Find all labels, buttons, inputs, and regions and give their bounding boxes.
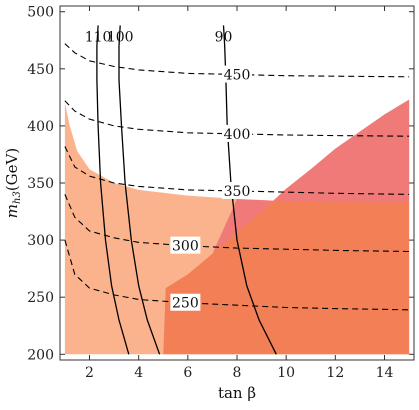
x-tick-label-2: 2 [85,365,94,381]
pink-region [212,99,410,254]
x-tick-label-14: 14 [376,365,394,381]
shaded-regions [64,99,410,355]
y-axis-title-sub: h3 [12,191,23,204]
y-tick-label-400: 400 [27,119,54,135]
x-tick-label-10: 10 [277,365,295,381]
dashed-contour-label-350: 350 [224,184,251,200]
dashed-contour-label-bg-450 [222,65,252,83]
solid-contour-100 [118,25,161,355]
x-tick-label-6: 6 [183,365,192,381]
y-axis-title: mh3(GeV) [3,148,23,218]
dashed-contour-label-250: 250 [172,296,199,312]
dashed-contour-label-bg-300 [170,236,201,254]
y-axis-title-unit: (GeV) [3,148,21,191]
dashed-contour-250 [64,239,410,311]
y-tick-label-250: 250 [27,290,54,306]
dashed-contour-450 [64,43,410,78]
dashed-contour-label-bg-250 [170,293,201,311]
solid-contour-label-90: 90 [215,29,233,45]
dashed-contour-label-bg-350 [222,181,252,199]
dashed-contour-label-450: 450 [224,68,251,84]
dashed-contour-label-400: 400 [224,127,251,143]
dashed-contour-label-300: 300 [172,239,199,255]
x-tick-label-4: 4 [134,365,143,381]
y-tick-label-500: 500 [27,5,54,21]
solid-contour-label-100: 100 [107,29,134,45]
x-axis-title: tan β [218,384,256,402]
y-tick-label-200: 200 [27,347,54,363]
dashed-contour-350 [64,146,410,195]
solid-contour-label-110: 110 [85,29,112,45]
y-axis-title-main: m [3,204,21,218]
solid-contour-110 [96,25,130,355]
y-tick-label-450: 450 [27,62,54,78]
dashed-contour-label-bg-400 [222,124,252,142]
dashed-contour-300 [64,194,410,253]
y-tick-label-300: 300 [27,233,54,249]
x-tick-label-8: 8 [233,365,242,381]
dashed-contours [64,43,410,311]
dashed-contour-400 [64,100,410,137]
y-tick-label-350: 350 [27,176,54,192]
x-tick-label-12: 12 [326,365,344,381]
axis-ticks: 2 4 6 8 10 12 14 200 250 300 350 400 450 500 [27,5,414,381]
